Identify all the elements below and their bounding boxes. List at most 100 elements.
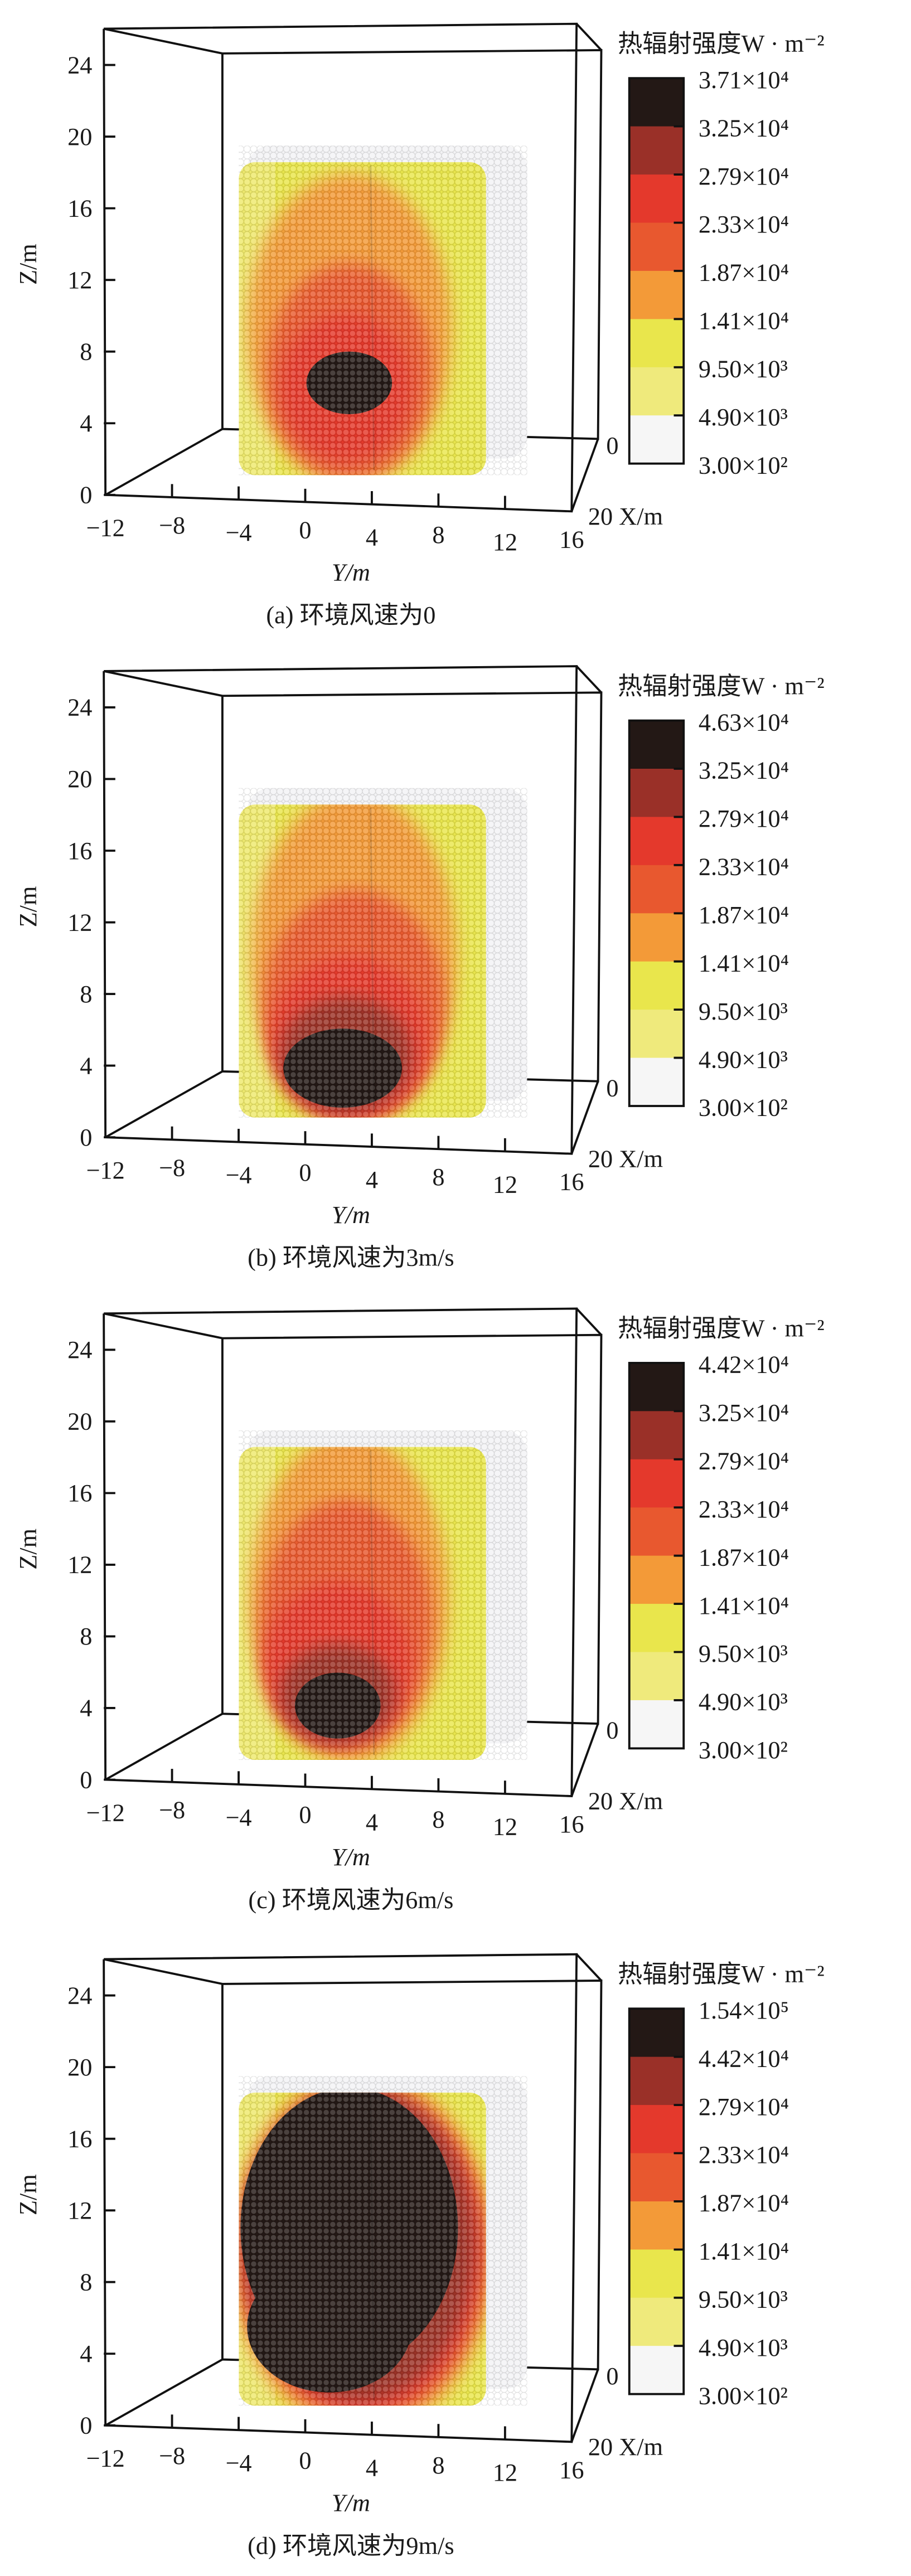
tank-cylinder bbox=[239, 1430, 527, 1760]
box-edge bbox=[103, 1958, 223, 1985]
surface-texture bbox=[239, 1430, 527, 1760]
colorbar-segment bbox=[629, 367, 684, 416]
y-tick-label: −8 bbox=[159, 512, 185, 539]
y-tick-label: −12 bbox=[86, 2445, 124, 2472]
y-tick-label: 0 bbox=[299, 1801, 311, 1828]
colorbar-segment bbox=[629, 126, 684, 176]
tank-cylinder bbox=[239, 788, 527, 1118]
colorbar-segment bbox=[629, 769, 684, 818]
x-axis-label: 20 X/m bbox=[588, 1788, 663, 1815]
z-tick-label: 20 bbox=[67, 1408, 92, 1435]
colorbar-segment bbox=[629, 1459, 684, 1508]
colorbar-title: 热辐射强度W · m⁻² bbox=[618, 672, 825, 700]
z-tick-label: 4 bbox=[80, 1052, 92, 1079]
colorbar-segment bbox=[629, 270, 684, 320]
colorbar-label: 2.79×10⁴ bbox=[699, 1448, 789, 1475]
z-tick-label: 0 bbox=[80, 1766, 92, 1793]
y-tick-label: 16 bbox=[559, 2456, 584, 2483]
z-tick-label: 8 bbox=[80, 338, 92, 365]
z-tick-label: 20 bbox=[67, 123, 92, 151]
y-tick-label: 12 bbox=[493, 1813, 517, 1841]
colorbar-label: 1.41×10⁴ bbox=[699, 949, 789, 977]
x-origin-label: 0 bbox=[606, 2362, 618, 2390]
z-tick-label: 12 bbox=[67, 266, 92, 294]
surface-texture bbox=[239, 788, 527, 1118]
z-tick-label: 12 bbox=[67, 2197, 92, 2224]
colorbar-segment bbox=[629, 222, 684, 272]
colorbar-segment bbox=[629, 2297, 684, 2347]
seam bbox=[370, 808, 375, 1113]
z-tick-label: 20 bbox=[67, 2054, 92, 2081]
colorbar-segment bbox=[629, 2346, 684, 2395]
seam bbox=[370, 165, 375, 470]
colorbar-label: 9.50×10³ bbox=[699, 998, 788, 1025]
box-edge bbox=[105, 2358, 223, 2427]
box-edge bbox=[575, 1953, 602, 1982]
box-edge bbox=[570, 1723, 599, 1797]
y-tick-label: 0 bbox=[299, 516, 311, 544]
surface-texture bbox=[239, 145, 527, 476]
colorbar-segment bbox=[629, 865, 684, 914]
colorbar-segment bbox=[629, 2201, 684, 2250]
z-tick-label: 24 bbox=[67, 51, 92, 79]
y-tick-label: 16 bbox=[559, 1811, 584, 1838]
panel-caption: (b) 环境风速为3m/s bbox=[248, 1244, 454, 1272]
z-tick-label: 24 bbox=[67, 694, 92, 721]
y-tick-label: 12 bbox=[493, 528, 517, 556]
colorbar-segment bbox=[629, 415, 684, 465]
y-tick-label: 16 bbox=[559, 1168, 584, 1196]
colorbar-label: 1.41×10⁴ bbox=[699, 1592, 789, 1619]
colorbar-label: 2.79×10⁴ bbox=[699, 163, 789, 190]
panel-caption: (a) 环境风速为0 bbox=[266, 601, 435, 629]
y-tick-label: −4 bbox=[225, 1161, 251, 1188]
z-tick-label: 16 bbox=[67, 837, 92, 865]
y-tick-label: 8 bbox=[432, 1163, 444, 1191]
colorbar-segment bbox=[629, 720, 684, 770]
z-axis-label: Z/m bbox=[14, 2174, 42, 2215]
x-origin-label: 0 bbox=[606, 1717, 618, 1744]
x-axis-label: 20 X/m bbox=[588, 503, 663, 530]
y-tick-label: −4 bbox=[225, 2449, 251, 2477]
colorbar: 1.54×10⁵ 4.42×10⁴ 2.79×10⁴ 2.33×10⁴ 1.87×10⁴… bbox=[618, 1961, 825, 2409]
box-front-face bbox=[103, 1953, 578, 2443]
colorbar-segment bbox=[629, 1507, 684, 1557]
colorbar-segment bbox=[629, 1362, 684, 1412]
colorbar-label: 1.54×10⁵ bbox=[699, 1997, 789, 2024]
box-edge bbox=[575, 665, 602, 693]
colorbar-segment bbox=[629, 2249, 684, 2299]
colorbar-title: 热辐射强度W · m⁻² bbox=[618, 1961, 825, 1988]
colorbar-label: 4.90×10³ bbox=[699, 1689, 788, 1716]
colorbar-label: 4.42×10⁴ bbox=[699, 2045, 789, 2072]
z-tick-label: 12 bbox=[67, 909, 92, 936]
colorbar-label: 3.00×10² bbox=[699, 1736, 788, 1764]
colorbar-label: 1.87×10⁴ bbox=[699, 259, 789, 287]
colorbar-title: 热辐射强度W · m⁻² bbox=[618, 30, 825, 57]
y-tick-label: 16 bbox=[559, 526, 584, 553]
colorbar-segment bbox=[629, 1010, 684, 1059]
panel-caption: (c) 环境风速为6m/s bbox=[248, 1886, 453, 1914]
z-tick-label: 8 bbox=[80, 1623, 92, 1650]
box-front-face bbox=[103, 665, 578, 1155]
seam bbox=[370, 1450, 375, 1755]
colorbar-label: 4.90×10³ bbox=[699, 1046, 788, 1073]
x-origin-label: 0 bbox=[606, 432, 618, 459]
colorbar-label: 1.87×10⁴ bbox=[699, 2190, 789, 2217]
y-axis-label: Y/m bbox=[332, 559, 370, 586]
colorbar-label: 3.00×10² bbox=[699, 1094, 788, 1122]
box-edge bbox=[570, 438, 599, 512]
colorbar: 3.71×10⁴ 3.25×10⁴ 2.79×10⁴ 2.33×10⁴ 1.87×10⁴… bbox=[618, 30, 825, 479]
colorbar-label: 2.79×10⁴ bbox=[699, 2093, 789, 2121]
colorbar-segment bbox=[629, 913, 684, 963]
x-origin-label: 0 bbox=[606, 1074, 618, 1102]
y-tick-label: 4 bbox=[366, 1808, 378, 1836]
colorbar-label: 9.50×10³ bbox=[699, 356, 788, 383]
z-tick-label: 4 bbox=[80, 2340, 92, 2368]
colorbar-label: 1.87×10⁴ bbox=[699, 901, 789, 929]
z-axis-label: Z/m bbox=[14, 1529, 42, 1570]
colorbar-segment bbox=[629, 1604, 684, 1653]
y-tick-label: 8 bbox=[432, 521, 444, 549]
